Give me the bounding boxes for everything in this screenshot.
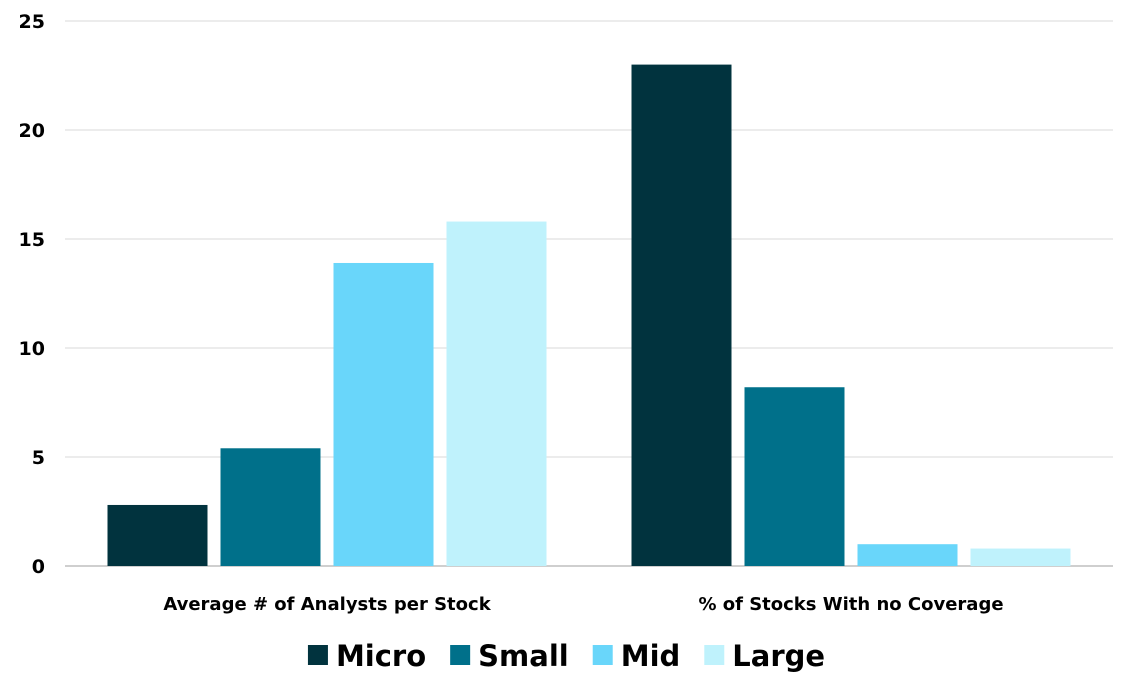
y-tick-label: 5 <box>32 447 45 469</box>
bar-small-1 <box>220 448 321 566</box>
x-axis-categories: Average # of Analysts per Stock % of Stoc… <box>163 594 1003 615</box>
legend-swatch-large <box>704 645 725 665</box>
legend-label-mid: Mid <box>621 639 681 673</box>
legend-label-small: Small <box>478 639 569 673</box>
bar-large-2 <box>970 548 1071 566</box>
legend-label-micro: Micro <box>336 639 426 673</box>
x-category-label: Average # of Analysts per Stock <box>163 594 491 615</box>
bar-small-2 <box>744 387 845 566</box>
legend: Micro Small Mid Large <box>307 639 825 673</box>
y-tick-label: 20 <box>19 120 45 142</box>
bar-micro-1 <box>107 504 208 566</box>
bar-mid-2 <box>857 544 958 566</box>
bars <box>107 64 1071 566</box>
legend-swatch-micro <box>307 645 328 665</box>
y-tick-label: 15 <box>19 229 45 251</box>
y-tick-label: 0 <box>32 556 45 578</box>
bar-mid-1 <box>333 262 434 566</box>
y-axis-ticks: 0 5 10 15 20 25 <box>19 11 45 578</box>
legend-label-large: Large <box>732 639 825 673</box>
y-tick-label: 10 <box>19 338 45 360</box>
legend-swatch-mid <box>592 645 613 665</box>
legend-swatch-small <box>450 645 471 665</box>
bar-large-1 <box>446 221 547 566</box>
x-category-label: % of Stocks With no Coverage <box>698 594 1003 615</box>
bar-micro-2 <box>631 64 732 566</box>
y-tick-label: 25 <box>19 11 45 33</box>
